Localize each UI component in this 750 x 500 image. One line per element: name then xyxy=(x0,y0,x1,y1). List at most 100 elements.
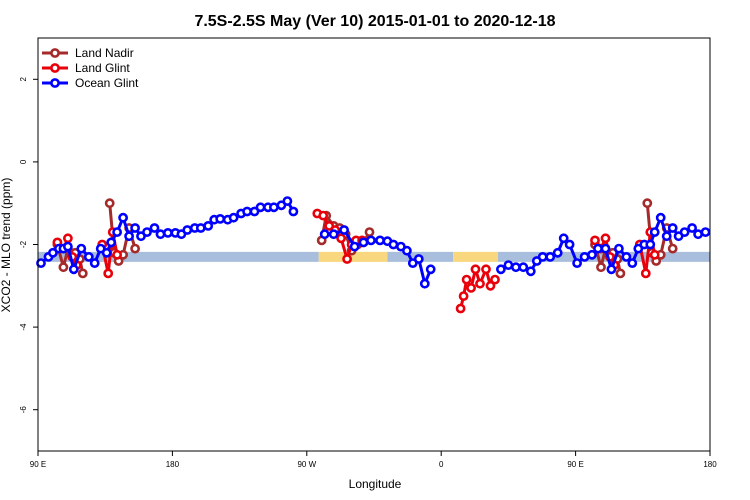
land-glint-point xyxy=(103,268,114,279)
ocean-glint-point xyxy=(366,235,376,246)
ocean-glint-point xyxy=(162,227,173,238)
ocean-glint-point xyxy=(36,258,46,268)
ocean-glint-point xyxy=(503,260,514,270)
ocean-glint-point xyxy=(413,254,424,264)
land-nadir-point xyxy=(104,198,115,209)
ocean-glint-point xyxy=(700,227,711,237)
ocean-glint-point xyxy=(112,227,122,237)
legend-label: Ocean Glint xyxy=(75,76,139,90)
ocean-glint-point xyxy=(68,264,79,275)
ocean-glint-point xyxy=(425,264,436,275)
ocean-glint-point xyxy=(339,225,349,235)
ocean-glint-point xyxy=(572,258,582,268)
ocean-glint-point xyxy=(63,241,73,252)
x-tick-label: 90 W xyxy=(297,460,316,469)
x-axis: 90 E 180 90 W 0 90 E 180 xyxy=(30,451,717,469)
legend-label: Land Nadir xyxy=(75,46,134,60)
land-nadir-point xyxy=(596,262,606,273)
ocean-glint-point xyxy=(349,241,360,252)
ocean-glint-point xyxy=(621,251,632,262)
land-nadir-point xyxy=(77,268,88,279)
land-glint-point xyxy=(475,278,485,289)
ocean-glint-point xyxy=(228,212,239,223)
ocean-glint-point xyxy=(118,212,128,223)
land-glint-point xyxy=(458,291,469,301)
ocean-glint-point xyxy=(401,245,412,256)
y-axis-label: XCO2 - MLO trend (ppm) xyxy=(0,178,13,313)
y-tick-label: 2 xyxy=(19,77,28,82)
land-glint-point xyxy=(336,233,346,244)
ocean-glint-point xyxy=(83,251,94,262)
land-glint-point xyxy=(461,274,472,285)
land-glint-point xyxy=(485,280,496,291)
ocean-glint-point xyxy=(130,223,140,233)
land-nadir-point xyxy=(667,243,678,254)
land-nadir-point xyxy=(615,268,626,279)
legend-swatch-marker xyxy=(50,48,60,58)
ocean-glint-point xyxy=(645,239,656,250)
ocean-glint-point xyxy=(358,237,369,248)
ocean-glint-point xyxy=(667,223,678,233)
ocean-glint-point xyxy=(679,227,690,237)
ocean-glint-point xyxy=(255,202,266,213)
land-glint-point xyxy=(470,264,481,275)
ocean-glint-point xyxy=(495,264,506,275)
land-nadir-point xyxy=(58,262,69,273)
legend-item-land-glint: Land Glint xyxy=(42,61,130,75)
ocean-glint-point xyxy=(319,229,330,240)
x-tick-label: 90 E xyxy=(567,460,583,469)
ocean-glint-point xyxy=(375,235,385,246)
land-glint-point xyxy=(600,233,611,244)
ocean-glint-point xyxy=(76,243,87,254)
legend-swatch-marker xyxy=(50,63,60,73)
land-glint-point xyxy=(63,233,73,244)
ocean-glint-point xyxy=(600,243,611,254)
land-glint-point xyxy=(590,235,600,246)
y-tick-label: -6 xyxy=(19,406,28,414)
legend-swatch-marker xyxy=(50,78,60,88)
land-glint-point xyxy=(318,210,329,221)
ocean-glint-point xyxy=(142,227,152,237)
ocean-glint-point xyxy=(627,258,638,268)
ocean-glint-point xyxy=(149,223,160,233)
land-glint-point xyxy=(466,282,476,293)
ocean-glint-point xyxy=(419,278,430,289)
land-glint-point xyxy=(342,254,352,264)
ocean-glint-point xyxy=(655,212,666,223)
y-tick-label: -2 xyxy=(19,240,28,248)
ocean-glint-point xyxy=(182,225,193,235)
x-tick-label: 90 E xyxy=(30,460,46,469)
y-axis: -6 -4 -2 0 2 xyxy=(19,77,38,414)
ocean-glint-point xyxy=(268,202,279,213)
ocean-glint-point xyxy=(328,229,339,240)
land-glint-point xyxy=(640,268,651,279)
ocean-glint-point xyxy=(614,243,624,254)
x-tick-label: 180 xyxy=(166,460,180,469)
ocean-glint-point xyxy=(661,231,672,242)
land-glint-point xyxy=(490,274,500,285)
ocean-glint-point xyxy=(558,233,569,244)
legend-item-ocean-glint: Ocean Glint xyxy=(42,76,139,90)
x-axis-label: Longitude xyxy=(349,477,402,491)
ocean-glint-point xyxy=(155,229,166,240)
ocean-glint-point xyxy=(106,237,117,248)
ocean-glint-point xyxy=(518,262,529,273)
chart-title: 7.5S-2.5S May (Ver 10) 2015-01-01 to 202… xyxy=(194,13,555,30)
ocean-glint-point xyxy=(587,249,597,260)
ocean-glint-point xyxy=(564,239,575,250)
legend-label: Land Glint xyxy=(75,61,130,75)
ocean-glint-point xyxy=(89,258,100,268)
ocean-glint-point xyxy=(215,213,226,224)
legend-item-land-nadir: Land Nadir xyxy=(42,46,134,60)
ocean-glint-point xyxy=(552,247,563,258)
land-nadir-point xyxy=(642,198,653,209)
land-nadir-point xyxy=(364,227,375,237)
x-tick-label: 180 xyxy=(703,460,717,469)
y-tick-label: -4 xyxy=(19,323,28,331)
land-glint-point xyxy=(481,264,491,275)
ocean-glint-point xyxy=(593,243,603,254)
ocean-glint-point xyxy=(687,223,697,233)
ocean-glint-point xyxy=(537,251,548,262)
